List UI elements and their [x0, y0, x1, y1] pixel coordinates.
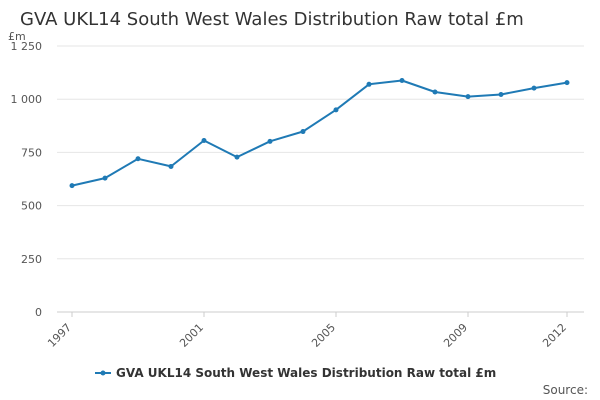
x-axis-ticks: 1997 2001 2005 2009 2012 — [45, 312, 569, 350]
data-point — [135, 156, 141, 162]
data-point — [333, 107, 339, 113]
y-tick-label: 0 — [35, 306, 42, 319]
data-point — [267, 138, 273, 144]
data-point — [366, 81, 372, 87]
y-tick-label: 1 250 — [11, 40, 43, 53]
x-tick-label: 2012 — [540, 321, 569, 350]
legend[interactable]: GVA UKL14 South West Wales Distribution … — [95, 366, 496, 380]
series-line — [71, 79, 568, 187]
gridlines — [57, 45, 584, 313]
data-point — [531, 85, 537, 91]
data-point — [201, 137, 207, 143]
data-point — [300, 129, 306, 135]
data-point — [168, 163, 174, 169]
y-tick-label: 500 — [21, 200, 42, 213]
x-tick-label: 1997 — [45, 321, 74, 350]
chart-title: GVA UKL14 South West Wales Distribution … — [20, 9, 524, 30]
y-tick-label: 750 — [21, 146, 42, 159]
y-tick-label: 250 — [21, 253, 42, 266]
y-axis-ticks: 0 250 500 750 1 000 1 250 — [11, 40, 43, 319]
data-point — [465, 94, 471, 100]
data-point — [564, 80, 570, 86]
source-label: Source: — [543, 383, 588, 397]
series-group — [69, 77, 570, 189]
data-point — [69, 183, 75, 189]
x-tick-label: 2009 — [441, 321, 470, 350]
data-point — [399, 77, 405, 83]
data-point — [102, 175, 108, 181]
y-axis-unit-label: £m — [8, 30, 26, 43]
x-tick-label: 2001 — [177, 321, 206, 350]
x-tick-label: 2005 — [309, 321, 338, 350]
legend-point-marker — [100, 370, 106, 376]
data-point — [498, 92, 504, 98]
data-point — [432, 89, 438, 95]
legend-label[interactable]: GVA UKL14 South West Wales Distribution … — [116, 366, 496, 380]
y-tick-label: 1 000 — [11, 93, 43, 106]
data-point — [234, 154, 240, 160]
